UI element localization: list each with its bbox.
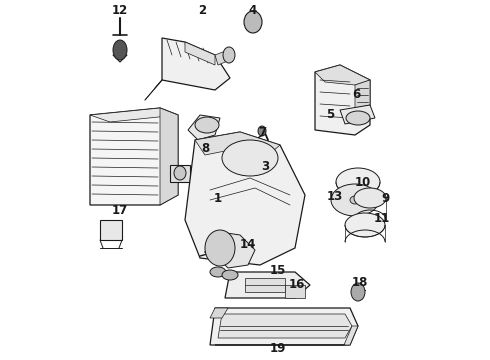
- Text: 9: 9: [381, 192, 389, 204]
- Text: 19: 19: [270, 342, 286, 355]
- Polygon shape: [160, 108, 178, 205]
- Text: 14: 14: [240, 238, 256, 252]
- Ellipse shape: [205, 230, 235, 266]
- Text: 5: 5: [326, 108, 334, 122]
- Text: 4: 4: [249, 4, 257, 17]
- Polygon shape: [215, 50, 230, 65]
- Polygon shape: [245, 278, 285, 292]
- Polygon shape: [210, 308, 358, 345]
- Text: 10: 10: [355, 175, 371, 189]
- Text: 13: 13: [327, 190, 343, 203]
- Polygon shape: [215, 326, 358, 345]
- Ellipse shape: [336, 168, 380, 196]
- Polygon shape: [90, 108, 178, 205]
- Polygon shape: [162, 38, 230, 90]
- Text: 3: 3: [261, 159, 269, 172]
- Polygon shape: [285, 285, 305, 298]
- Ellipse shape: [222, 140, 278, 176]
- Text: 1: 1: [214, 192, 222, 204]
- Polygon shape: [340, 105, 375, 124]
- Polygon shape: [210, 308, 228, 318]
- Text: 6: 6: [352, 89, 360, 102]
- Polygon shape: [355, 80, 370, 108]
- Polygon shape: [218, 314, 352, 338]
- Polygon shape: [225, 272, 310, 298]
- Polygon shape: [185, 42, 215, 65]
- Text: 2: 2: [198, 4, 206, 17]
- Ellipse shape: [331, 184, 379, 216]
- Text: 8: 8: [201, 141, 209, 154]
- Ellipse shape: [258, 126, 266, 136]
- Ellipse shape: [345, 213, 385, 237]
- Ellipse shape: [351, 283, 365, 301]
- Ellipse shape: [223, 47, 235, 63]
- Text: 17: 17: [112, 203, 128, 216]
- Polygon shape: [188, 115, 220, 140]
- Ellipse shape: [174, 166, 186, 180]
- Polygon shape: [185, 132, 305, 265]
- Polygon shape: [100, 220, 122, 240]
- Ellipse shape: [346, 111, 370, 125]
- Polygon shape: [90, 108, 178, 122]
- Ellipse shape: [195, 117, 219, 133]
- Text: 12: 12: [112, 4, 128, 17]
- Ellipse shape: [113, 40, 127, 60]
- Text: 18: 18: [352, 276, 368, 289]
- Ellipse shape: [354, 188, 386, 208]
- Text: 7: 7: [258, 126, 266, 139]
- Polygon shape: [315, 65, 370, 85]
- Ellipse shape: [244, 11, 262, 33]
- Polygon shape: [170, 165, 190, 182]
- Polygon shape: [215, 232, 255, 268]
- Polygon shape: [195, 132, 280, 158]
- Ellipse shape: [210, 267, 226, 277]
- Polygon shape: [315, 65, 370, 135]
- Text: 15: 15: [270, 264, 286, 276]
- Ellipse shape: [350, 196, 360, 204]
- Text: 16: 16: [289, 279, 305, 292]
- Text: 11: 11: [374, 211, 390, 225]
- Ellipse shape: [222, 270, 238, 280]
